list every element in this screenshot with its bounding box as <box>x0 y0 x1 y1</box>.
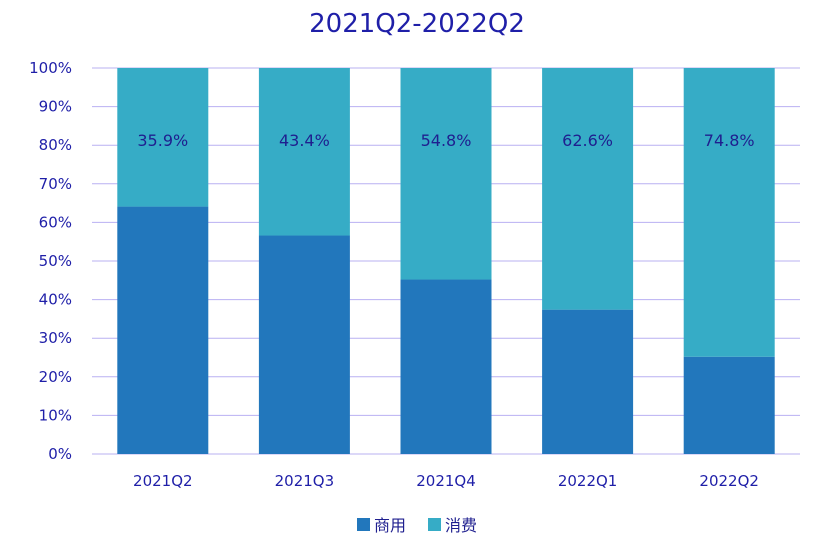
y-tick-label: 20% <box>39 368 72 386</box>
y-tick-label: 40% <box>39 291 72 309</box>
y-axis-ticks: 0% 10% 20% 30% 40% 50% 60% 70% 80% 90% 100% <box>29 59 72 463</box>
legend-swatch-consumer <box>428 518 441 531</box>
chart-title: 2021Q2-2022Q2 <box>309 9 525 39</box>
x-axis-ticks: 2021Q2 2021Q3 2021Q4 2022Q1 2022Q2 <box>133 472 759 490</box>
y-tick-label: 10% <box>39 406 72 424</box>
data-label: 74.8% <box>704 131 755 150</box>
bar-segment <box>683 356 775 454</box>
bar-segment <box>400 279 492 454</box>
bar-segment <box>117 68 209 207</box>
y-tick-label: 60% <box>39 213 72 231</box>
data-label: 62.6% <box>562 131 613 150</box>
bar-segment <box>400 68 492 280</box>
bar-segment <box>258 68 350 236</box>
bar-segment <box>117 206 209 454</box>
bar-segment <box>542 309 634 454</box>
x-tick-label: 2022Q1 <box>558 472 618 490</box>
legend-swatch-commercial <box>357 518 370 531</box>
y-tick-label: 70% <box>39 175 72 193</box>
y-tick-label: 30% <box>39 329 72 347</box>
x-tick-label: 2022Q2 <box>699 472 759 490</box>
x-tick-label: 2021Q4 <box>416 472 476 490</box>
data-label: 54.8% <box>421 131 472 150</box>
x-tick-label: 2021Q3 <box>275 472 335 490</box>
bar-segment <box>683 68 775 357</box>
legend: 商用 消费 <box>357 516 477 535</box>
y-tick-label: 50% <box>39 252 72 270</box>
data-label: 35.9% <box>137 131 188 150</box>
bars <box>117 68 775 454</box>
y-tick-label: 90% <box>39 98 72 116</box>
data-label: 43.4% <box>279 131 330 150</box>
legend-label-consumer: 消费 <box>445 516 477 535</box>
legend-label-commercial: 商用 <box>374 516 406 535</box>
x-tick-label: 2021Q2 <box>133 472 193 490</box>
data-labels: 35.9% 43.4% 54.8% 62.6% 74.8% <box>137 131 754 150</box>
bar-segment <box>542 68 634 310</box>
y-tick-label: 80% <box>39 136 72 154</box>
y-tick-label: 0% <box>48 445 72 463</box>
y-tick-label: 100% <box>29 59 72 77</box>
bar-segment <box>258 235 350 454</box>
